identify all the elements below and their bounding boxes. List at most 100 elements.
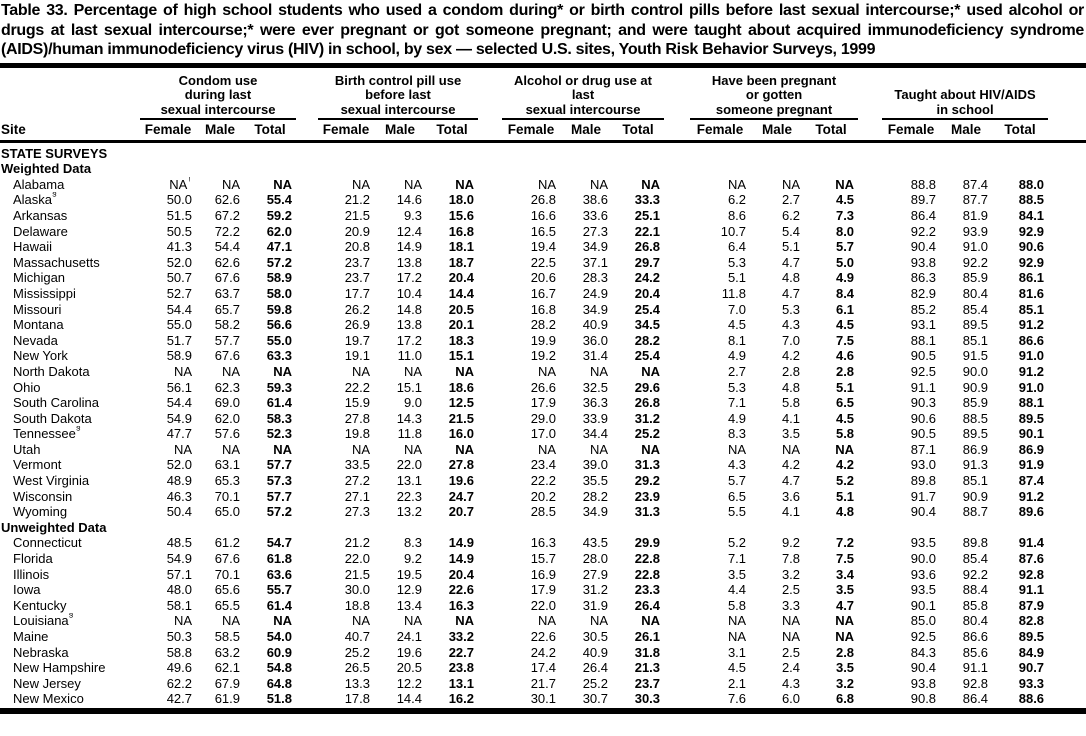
value-cell: NA (589, 363, 609, 379)
value-cell: 27.3 (582, 223, 609, 239)
gap-cell (296, 489, 318, 505)
right-margin-cell (1048, 567, 1086, 583)
total-value-cell: 31.3 (634, 504, 661, 520)
gap-cell (664, 504, 690, 520)
gap-cell (664, 691, 690, 707)
gap-cell (296, 567, 318, 583)
value-cell: 85.9 (962, 395, 989, 411)
gap-cell (858, 426, 882, 442)
gap-cell (478, 598, 502, 614)
value-cell: 50.7 (166, 270, 192, 286)
total-value-cell: 82.8 (1018, 613, 1045, 629)
value-cell: 24.1 (396, 629, 423, 644)
value-cell: 27.9 (582, 566, 609, 582)
value-cell: 63.2 (214, 644, 240, 660)
right-margin (1048, 67, 1086, 143)
table-row: Maine 50.3 58.5 54.0 40.7 24.1 33.2 22.6 30.5 26.… (0, 629, 1086, 645)
value-cell: 10.4 (396, 285, 423, 301)
site-cell: Wyoming (13, 504, 68, 520)
value-cell: 13.8 (396, 317, 423, 333)
total-value-cell: 22.1 (634, 223, 661, 239)
gap-cell (858, 613, 882, 629)
value-cell: 43.5 (582, 535, 609, 551)
total-value-cell: NA (641, 176, 661, 192)
site-cell: West Virginia (13, 473, 90, 489)
gap-cell (478, 208, 502, 224)
total-value-cell: 60.9 (266, 644, 293, 660)
gap-cell (296, 411, 318, 427)
value-cell: 28.3 (582, 270, 609, 286)
total-value-cell: 61.4 (266, 597, 293, 613)
value-cell: 17.9 (530, 395, 557, 411)
total-value-cell: 26.1 (634, 629, 661, 644)
sub-header-male: Male (940, 119, 993, 143)
gap-cell (664, 286, 690, 302)
right-margin-cell (1048, 691, 1086, 707)
value-cell: 5.3 (781, 301, 801, 317)
total-value-cell: 3.2 (835, 675, 855, 691)
gap-cell (478, 676, 502, 692)
site-cell: Alabama (13, 176, 65, 192)
gap-cell (478, 613, 502, 629)
value-cell: 22.3 (396, 488, 423, 504)
total-value-cell: 86.9 (1018, 441, 1045, 457)
value-cell: 17.9 (530, 582, 557, 598)
right-margin-cell (1048, 551, 1086, 567)
total-value-cell: 26.4 (634, 597, 661, 613)
value-cell: 34.9 (582, 504, 609, 520)
value-cell: 48.0 (166, 582, 192, 598)
value-cell: NA (727, 613, 747, 629)
site-cell: Louisiana§ (0, 613, 140, 629)
value-cell: 34.9 (582, 239, 609, 255)
value-cell: 19.9 (530, 332, 557, 348)
value-cell: 30.1 (530, 691, 557, 707)
value-cell: 92.2 (910, 223, 937, 239)
value-cell: 55.0 (166, 317, 192, 333)
value-cell: 16.7 (530, 285, 557, 301)
value-cell: 4.5 (727, 317, 747, 333)
value-cell: 81.9 (962, 207, 989, 223)
right-margin-cell (1048, 364, 1086, 380)
site-column-header: Site (0, 67, 140, 143)
gap-cell (296, 473, 318, 489)
sub-header-female: Female (882, 119, 941, 143)
value-cell: 9.3 (403, 207, 423, 223)
value-cell: NA (221, 441, 240, 457)
value-cell: 23.7 (344, 270, 371, 286)
gap-cell (858, 270, 882, 286)
value-cell: 88.1 (910, 332, 937, 348)
value-cell: 90.4 (910, 660, 937, 676)
group-header-label: Have been pregnant or gotten someone pre… (711, 72, 837, 117)
value-cell: 32.5 (582, 379, 609, 395)
total-value-cell: 23.8 (448, 660, 475, 676)
total-value-cell: 89.5 (1018, 629, 1045, 644)
value-cell: 5.2 (727, 535, 747, 551)
gap-cell (664, 551, 690, 567)
right-margin-cell (1048, 317, 1086, 333)
total-value-cell: 25.1 (634, 207, 661, 223)
total-value-cell: 88.1 (1018, 395, 1045, 411)
total-value-cell: NA (641, 441, 661, 457)
value-cell: 90.6 (910, 410, 937, 426)
value-cell: 62.3 (214, 379, 240, 395)
gap-cell (858, 395, 882, 411)
value-cell: 26.4 (582, 660, 609, 676)
value-cell: 4.9 (727, 410, 747, 426)
gap-cell (858, 239, 882, 255)
total-value-cell: 55.0 (266, 332, 293, 348)
total-value-cell: 7.2 (835, 535, 855, 551)
total-value-cell: 63.6 (266, 566, 293, 582)
gap-cell (858, 629, 882, 645)
value-cell: NA (221, 613, 240, 629)
value-cell: 34.9 (582, 301, 609, 317)
value-cell: 93.5 (910, 535, 937, 551)
total-value-cell: 21.5 (448, 410, 475, 426)
gap-cell (478, 457, 502, 473)
total-value-cell: 57.3 (266, 473, 293, 489)
total-value-cell: NA (835, 629, 855, 644)
gap-cell (858, 457, 882, 473)
gap-cell (664, 457, 690, 473)
data-table: Site Condom use during last sexual interc… (0, 67, 1086, 707)
site-cell: Nebraska (13, 644, 69, 660)
value-cell: 58.1 (166, 597, 192, 613)
